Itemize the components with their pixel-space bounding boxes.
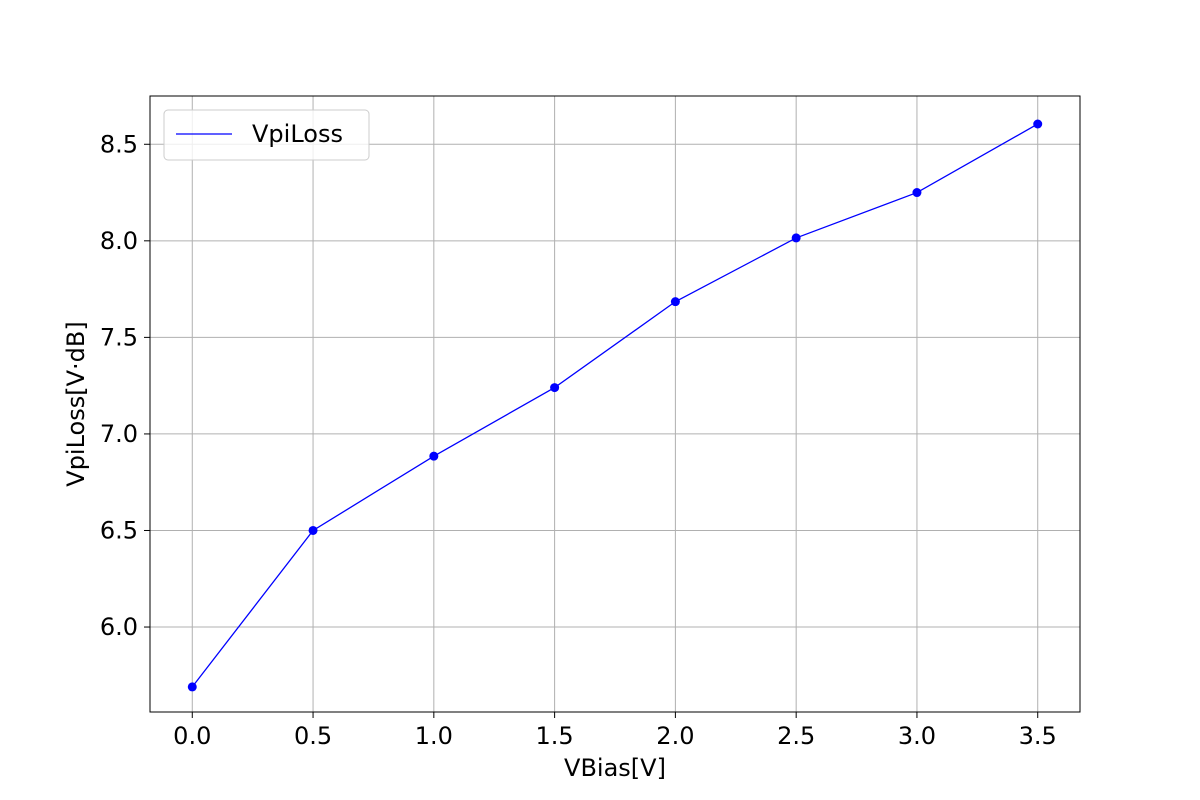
data-point [429,451,439,461]
data-point [791,233,801,243]
x-tick-label: 1.5 [536,722,574,750]
x-tick-label: 2.5 [777,722,815,750]
x-tick-label: 2.0 [656,722,694,750]
grid [150,96,1080,712]
y-tick-label: 8.0 [100,227,138,255]
y-axis-label: VpiLoss[V·dB] [62,321,90,486]
y-tick-label: 7.0 [100,420,138,448]
y-tick-label: 6.5 [100,516,138,544]
x-axis-ticks: 0.0 0.5 1.0 1.5 2.0 2.5 3.0 3.5 [173,712,1057,750]
legend: VpiLoss [163,109,370,161]
x-tick-label: 3.0 [898,722,936,750]
legend-label: VpiLoss [252,120,343,148]
y-tick-label: 6.0 [100,613,138,641]
data-point [550,383,560,393]
data-point [1033,119,1043,129]
data-point [187,682,197,692]
data-point [308,525,318,535]
legend-box [163,109,370,161]
series-line-0 [191,123,1039,688]
data-point [670,297,680,307]
x-tick-label: 3.5 [1019,722,1057,750]
y-tick-label: 8.5 [100,130,138,158]
x-tick-label: 1.0 [415,722,453,750]
plot-frame [149,95,1081,713]
series-layer [187,119,1043,692]
x-axis-label: VBias[V] [564,754,666,782]
x-tick-label: 0.5 [294,722,332,750]
x-tick-label: 0.0 [173,722,211,750]
y-tick-label: 7.5 [100,323,138,351]
data-point [912,188,922,198]
y-axis-ticks: 6.0 6.5 7.0 7.5 8.0 8.5 [100,130,150,641]
